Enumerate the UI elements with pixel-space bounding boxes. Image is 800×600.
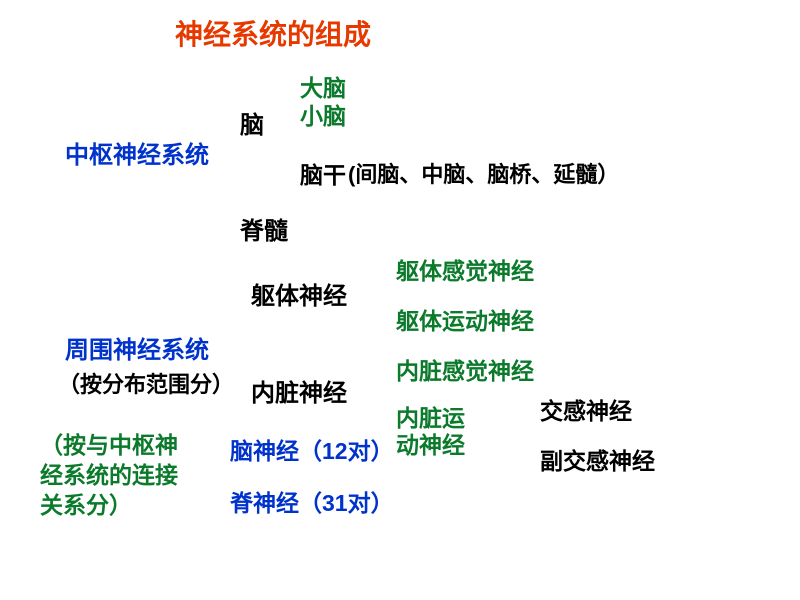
node-nz_move_l2: 动神经: [396, 432, 465, 460]
brace-br_neizang: br_neizang: [360, 356, 374, 456]
node-quti: 躯体神经: [251, 283, 347, 312]
node-pns_note: （按分布范围分）: [58, 372, 234, 398]
node-nz_move_l1: 内脏运: [396, 405, 465, 433]
node-nz_sense: 内脏感觉神经: [396, 358, 534, 386]
node-conn_note_l3: 关系分）: [40, 492, 132, 520]
node-xiaobrain: 小脑: [300, 103, 346, 131]
brace-br_cns: br_cns: [222, 105, 240, 245]
node-conn_note_l2: 经系统的连接: [40, 462, 178, 490]
node-quti_move: 躯体运动神经: [396, 308, 534, 336]
node-pns: 周围神经系统: [65, 337, 209, 366]
brace-br_conn: br_conn: [206, 438, 220, 516]
node-naogan: 脑干: [300, 162, 346, 190]
brace-br_root: br_root: [42, 122, 64, 362]
node-spinal_n: 脊神经（31对）: [230, 490, 394, 518]
node-conn_note_l1: （按与中枢神: [40, 432, 178, 460]
node-jiaogan: 交感神经: [540, 398, 632, 426]
node-cns: 中枢神经系统: [65, 142, 209, 171]
node-brain: 脑: [240, 112, 264, 141]
brace-br_nzmove: br_nzmove: [480, 396, 494, 474]
brace-br_pns: br_pns: [234, 278, 250, 408]
diagram-title: 神经系统的组成: [175, 18, 371, 52]
node-naogan_anno: (间脑、中脑、脑桥、延髓）: [348, 162, 619, 188]
node-fujiaogan: 副交感神经: [540, 448, 655, 476]
brace-br_brain: br_brain: [272, 72, 292, 192]
node-spinal: 脊髓: [240, 218, 288, 247]
node-dabrain: 大脑: [300, 75, 346, 103]
brace-br_quti: br_quti: [356, 256, 370, 336]
node-quti_sense: 躯体感觉神经: [396, 258, 534, 286]
node-neizang: 内脏神经: [251, 380, 347, 409]
